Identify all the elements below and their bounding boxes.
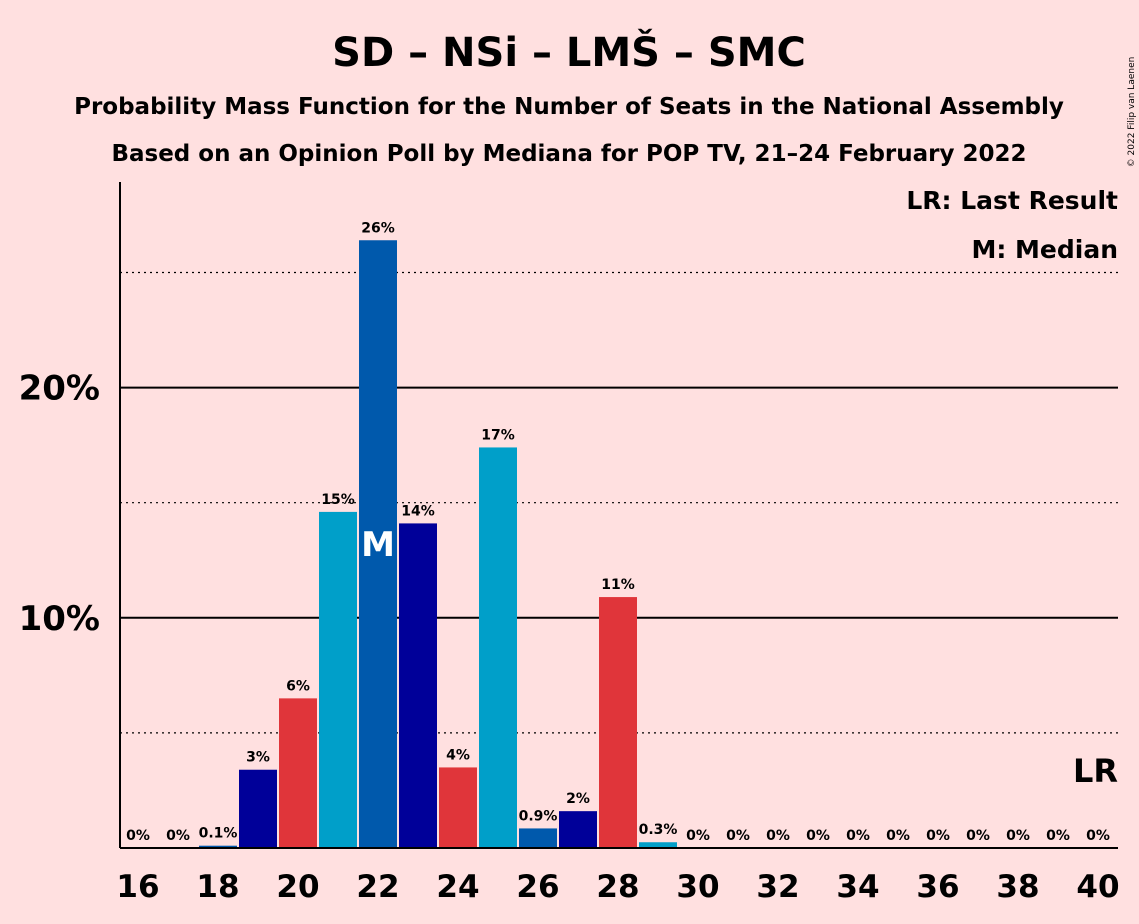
value-label-seat-40: 0%	[1086, 828, 1110, 844]
x-tick-label: 24	[436, 869, 479, 905]
value-label-seat-34: 0%	[846, 828, 870, 844]
bar-seat-27	[559, 811, 597, 848]
value-label-seat-30: 0%	[686, 828, 710, 844]
bars	[199, 240, 677, 848]
value-label-seat-19: 3%	[246, 750, 270, 766]
value-label-seat-23: 14%	[401, 503, 435, 519]
markers: M LR	[361, 525, 1118, 790]
value-label-seat-20: 6%	[286, 678, 310, 694]
chart-subtitle-1: Probability Mass Function for the Number…	[74, 94, 1064, 120]
x-tick-label: 38	[996, 869, 1039, 905]
x-tick-label: 34	[836, 869, 879, 905]
x-tick-label: 20	[276, 869, 319, 905]
bar-seat-28	[599, 597, 637, 848]
bar-seat-19	[239, 769, 277, 848]
x-tick-label: 32	[756, 869, 799, 905]
chart-title: SD – NSi – LMŠ – SMC	[332, 28, 806, 76]
value-label-seat-31: 0%	[726, 828, 750, 844]
value-label-seat-18: 0.1%	[199, 826, 238, 842]
axes	[119, 182, 1118, 849]
value-label-seat-33: 0%	[806, 828, 830, 844]
bar-seat-24	[439, 767, 477, 848]
value-label-seat-32: 0%	[766, 828, 790, 844]
value-label-seat-39: 0%	[1046, 828, 1070, 844]
value-label-seat-38: 0%	[1006, 828, 1030, 844]
copyright-notice: © 2022 Filip van Laenen	[1127, 57, 1137, 168]
x-tick-label: 30	[676, 869, 719, 905]
bar-seat-22	[359, 240, 397, 848]
value-label-seat-25: 17%	[481, 427, 515, 443]
x-tick-label: 36	[916, 869, 959, 905]
bar-seat-18	[199, 845, 237, 848]
bar-seat-26	[519, 828, 557, 848]
x-tick-label: 40	[1076, 869, 1119, 905]
value-label-seat-26: 0.9%	[519, 808, 558, 824]
x-tick-label: 22	[356, 869, 399, 905]
tick-labels: 10% 20% 16 18 20 22 24 26 28 30 32 34 36 38 40	[19, 369, 1120, 905]
x-tick-label: 16	[116, 869, 159, 905]
value-label-seat-37: 0%	[966, 828, 990, 844]
last-result-marker: LR	[1073, 752, 1118, 790]
value-label-seat-35: 0%	[886, 828, 910, 844]
x-tick-label: 26	[516, 869, 559, 905]
legend-last-result: LR: Last Result	[906, 186, 1118, 215]
value-label-seat-28: 11%	[601, 577, 635, 593]
bar-seat-20	[279, 698, 317, 848]
y-tick-label: 20%	[19, 369, 100, 409]
x-tick-label: 28	[596, 869, 639, 905]
value-label-seat-29: 0.3%	[639, 822, 678, 838]
x-tick-label: 18	[196, 869, 239, 905]
bar-seat-21	[319, 511, 357, 848]
median-marker: M	[361, 525, 395, 565]
value-label-seat-24: 4%	[446, 747, 470, 763]
value-label-seat-21: 15%	[321, 492, 355, 508]
value-label-seat-27: 2%	[566, 791, 590, 807]
value-label-seat-22: 26%	[361, 220, 395, 236]
value-labels: 0% 0% 0.1% 3% 6% 15% 26% 14% 4% 17% 0.9% 2% 11% 0.3% 0…	[126, 220, 1110, 844]
legend-median: M: Median	[971, 235, 1118, 264]
y-tick-label: 10%	[19, 599, 100, 639]
chart-subtitle-2: Based on an Opinion Poll by Mediana for …	[111, 141, 1026, 167]
value-label-seat-16: 0%	[126, 828, 150, 844]
bar-seat-25	[479, 447, 517, 848]
bar-seat-29	[639, 842, 677, 848]
bar-seat-23	[399, 523, 437, 848]
value-label-seat-36: 0%	[926, 828, 950, 844]
value-label-seat-17: 0%	[166, 828, 190, 844]
